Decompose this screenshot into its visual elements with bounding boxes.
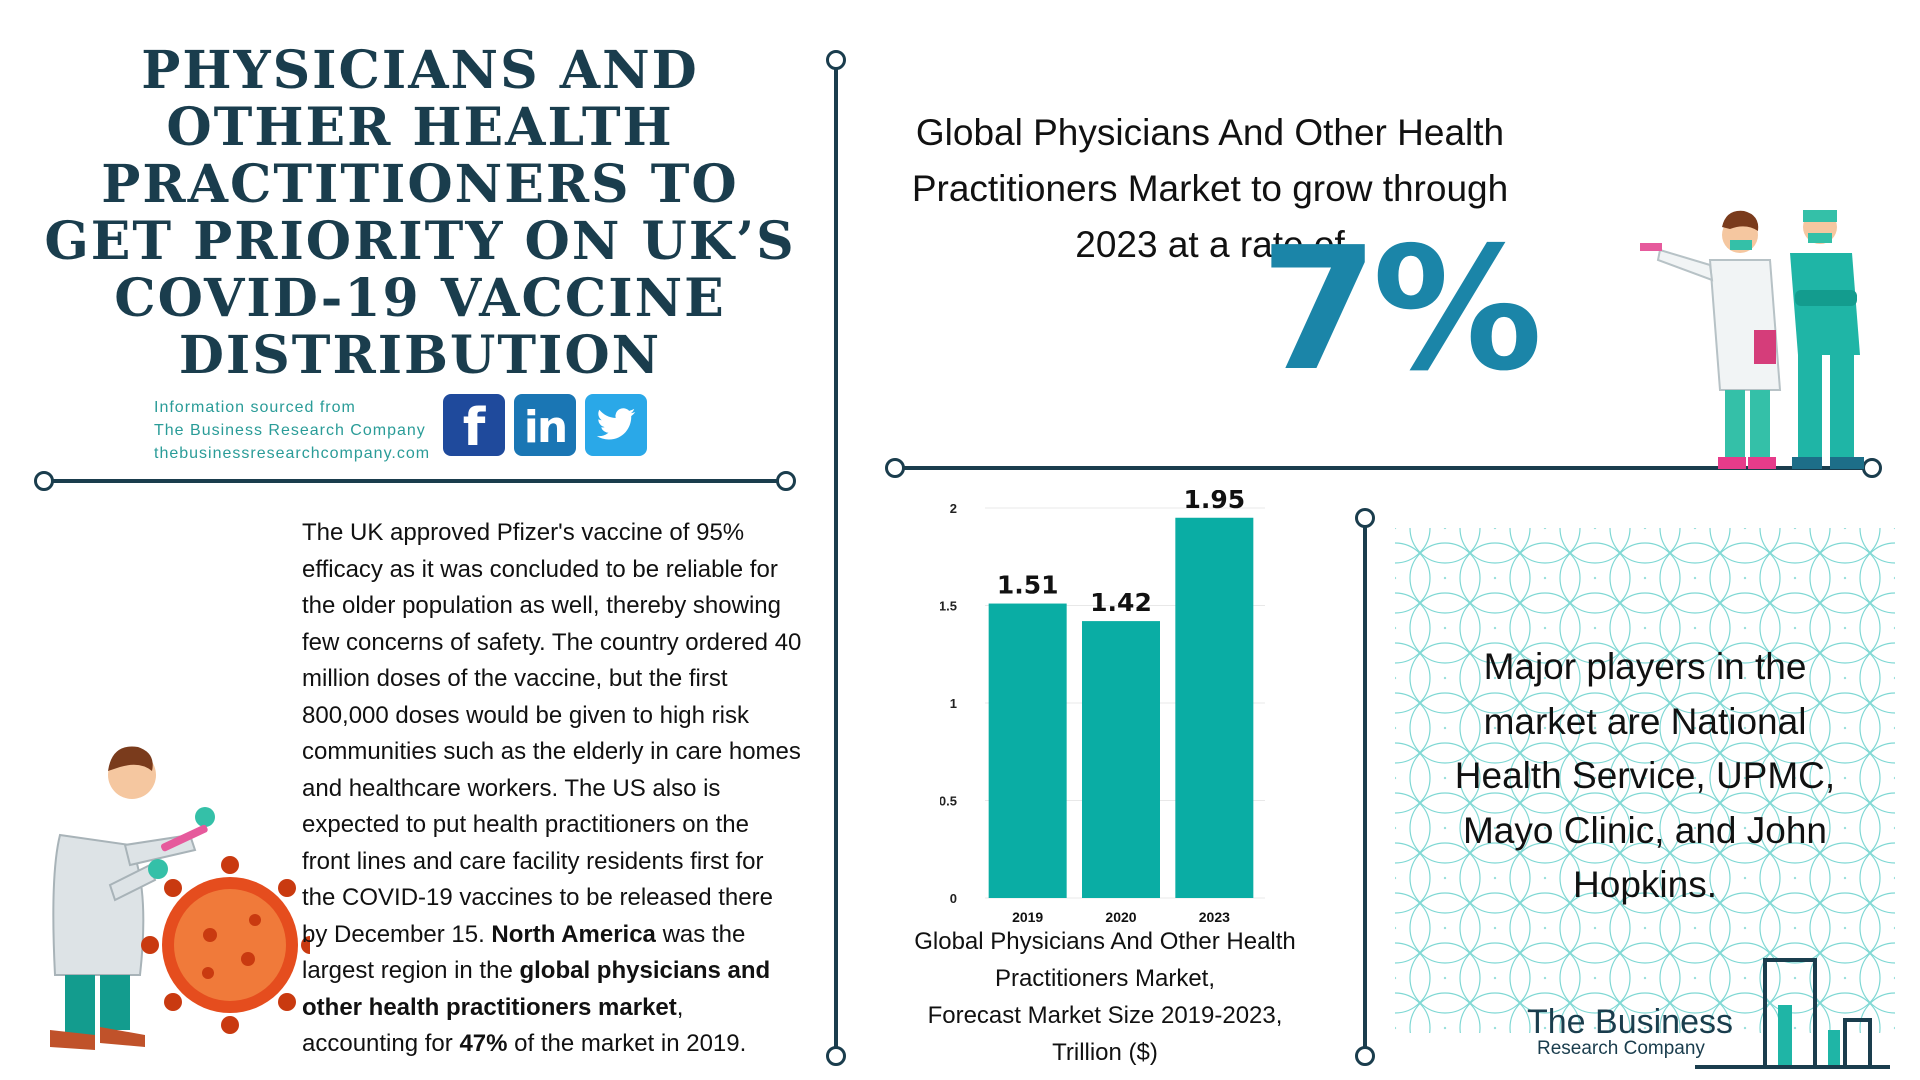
body-text-2: was the largest region in the (302, 920, 746, 985)
y-tick-label: 1 (950, 696, 957, 711)
chart-caption: Global Physicians And Other Health Pract… (900, 923, 1310, 1071)
twitter-icon[interactable] (585, 394, 647, 456)
logo-text-line-2: Research Company (1537, 1038, 1705, 1059)
major-players-text: Major players in the market are National… (1454, 646, 1836, 905)
doctor-arms-crossed (1790, 210, 1864, 469)
doctors-illustration (1640, 210, 1864, 469)
doctor-virus-illustration (50, 746, 310, 1050)
bar (988, 603, 1067, 898)
x-tick-label: 2023 (1199, 909, 1230, 925)
bar-value-label: 1.42 (1090, 588, 1152, 617)
body-text-4: of the market in 2019. (507, 1030, 747, 1057)
bar (1082, 621, 1160, 898)
source-line-3[interactable]: thebusinessresearchcompany.com (154, 445, 431, 462)
chart-caption-line-1: Global Physicians And Other Health (914, 928, 1296, 955)
body-paragraph: The UK approved Pfizer's vaccine of 95% … (302, 515, 802, 1063)
left-divider (42, 479, 786, 483)
source-line-1: Information sourced from (154, 399, 356, 416)
x-tick-label: 2019 (1012, 909, 1043, 925)
facebook-icon[interactable]: f (443, 394, 505, 458)
bar-value-label: 1.95 (1183, 490, 1245, 514)
divider-dot (776, 471, 796, 491)
linkedin-icon[interactable]: in (514, 394, 576, 456)
growth-statement: Global Physicians And Other Health Pract… (911, 112, 1509, 265)
logo-text-line-1: The Business (1527, 1003, 1733, 1041)
divider-dot (1355, 508, 1375, 528)
y-tick-label: 1.5 (940, 599, 957, 614)
bar-value-label: 1.51 (997, 571, 1059, 600)
bar (1175, 517, 1254, 898)
divider-dot (826, 1046, 846, 1066)
right-divider (896, 466, 1870, 470)
company-logo-buildings (1695, 958, 1890, 1069)
body-bold-1: North America (491, 920, 656, 948)
body-text-1: The UK approved Pfizer's vaccine of 95% … (302, 519, 802, 948)
divider-dot (885, 458, 905, 478)
chart-caption-line-2: Practitioners Market, (994, 965, 1216, 992)
divider-dot (1355, 1046, 1375, 1066)
virus-icon (141, 856, 310, 1034)
doctor-figure (50, 746, 215, 1050)
doctor-with-thermometer (1640, 210, 1782, 469)
y-tick-label: 0 (950, 891, 957, 906)
growth-rate: 7% (1260, 211, 1543, 409)
decorative-pattern (1395, 528, 1895, 1033)
facebook-glyph: f (462, 398, 486, 458)
linkedin-glyph: in (523, 402, 568, 453)
body-bold-2: global physicians and other health pract… (302, 957, 771, 1021)
x-tick-label: 2020 (1105, 909, 1136, 925)
market-size-bar-chart: 0 0.5 1 1.5 2 1.51 2019 1.42 2020 1.95 2023 (940, 490, 1265, 925)
twitter-bird-icon (596, 408, 636, 440)
right-vertical-divider (1363, 516, 1367, 1058)
chart-caption-line-4: Trillion ($) (1052, 1039, 1158, 1066)
body-text-3: , accounting for (302, 993, 684, 1058)
center-divider (834, 58, 838, 1058)
headline: PHYSICIANS AND OTHER HEALTH PRACTITIONER… (44, 40, 796, 386)
y-tick-label: 0.5 (940, 794, 957, 809)
y-tick-label: 2 (950, 501, 957, 516)
chart-caption-line-3: Forecast Market Size 2019-2023, (927, 1002, 1283, 1029)
divider-dot (826, 50, 846, 70)
source-info: Information sourced from The Business Re… (154, 396, 430, 465)
body-bold-3: 47% (459, 1030, 508, 1057)
source-line-2: The Business Research Company (154, 422, 426, 439)
divider-dot (34, 471, 54, 491)
